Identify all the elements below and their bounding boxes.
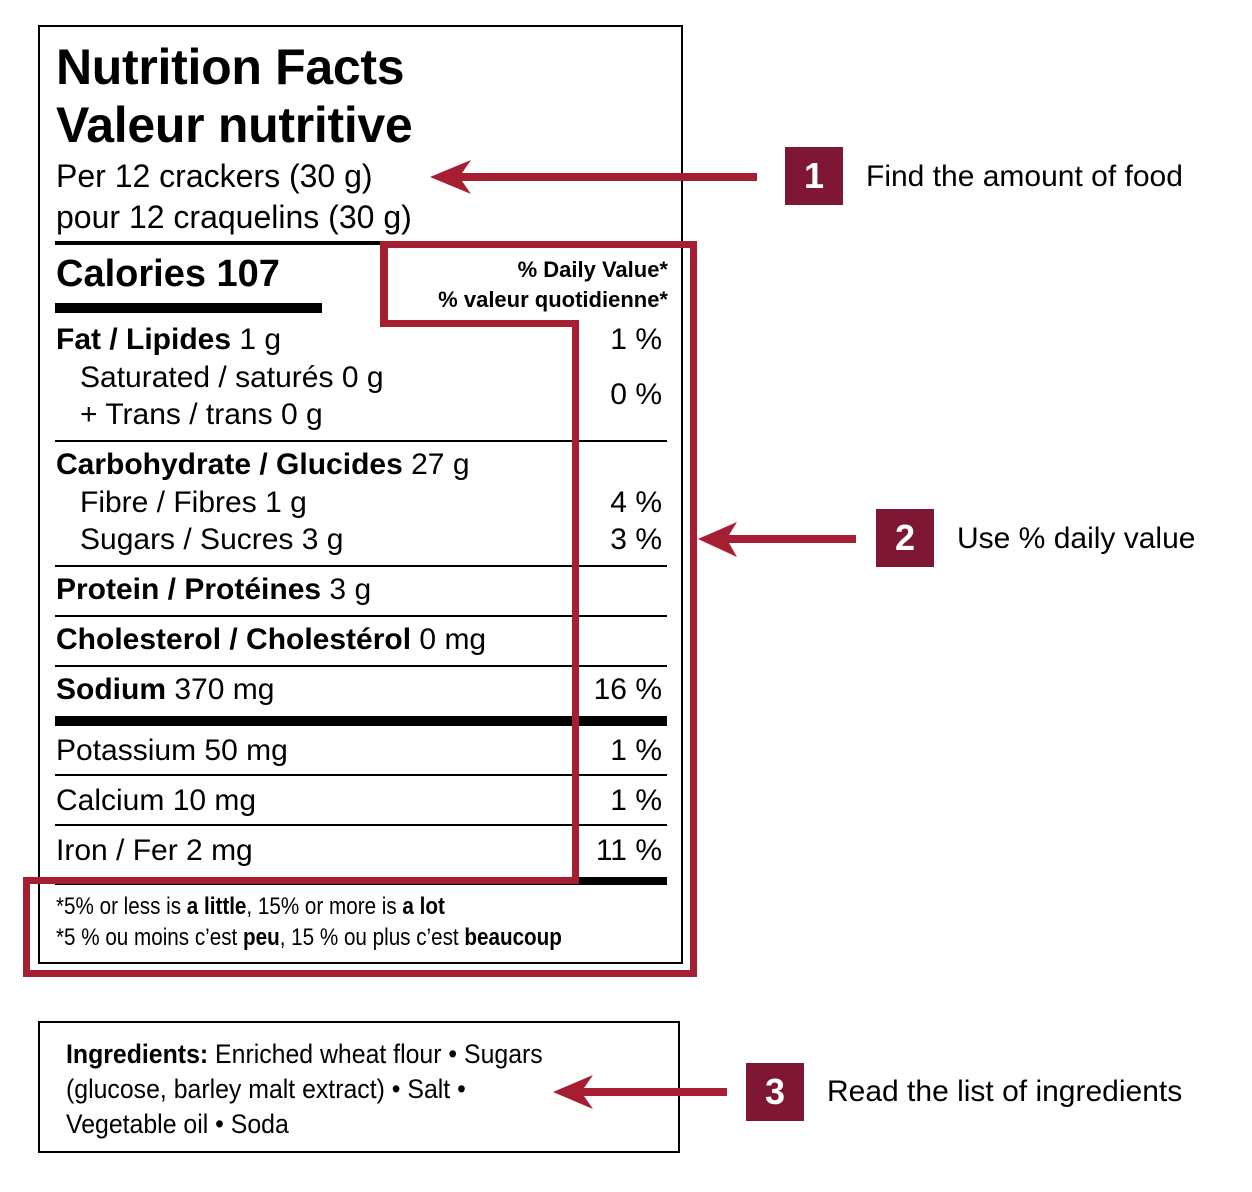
highlight-bottom-edge — [23, 970, 697, 977]
step-badge-2: 2 — [876, 509, 934, 567]
dv-iron: 11 % — [595, 834, 662, 867]
arrow-left-icon — [430, 160, 757, 194]
highlight-left-upper-edge — [380, 241, 388, 327]
calories-rule — [55, 303, 322, 313]
serving-rule — [55, 241, 385, 245]
dv-calcium: 1 % — [610, 784, 662, 817]
nutrient-sugars: Sugars / Sucres 3 g — [80, 523, 344, 556]
nutrient-carbohydrate: Carbohydrate / Glucides 27 g — [56, 448, 470, 481]
ingredients-line-3: Vegetable oil • Soda — [66, 1109, 289, 1139]
step-badge-3: 3 — [746, 1063, 804, 1121]
highlight-step-edge — [380, 320, 579, 327]
thick-divider — [55, 716, 667, 726]
highlight-footnote-top-edge — [23, 877, 579, 884]
calories-value: 107 — [216, 253, 280, 295]
divider — [55, 774, 667, 776]
dv-sodium: 16 % — [593, 673, 662, 706]
nutrient-calcium: Calcium 10 mg — [56, 784, 257, 817]
footnote-french: *5 % ou moins c’est peu, 15 % ou plus c’… — [56, 924, 562, 951]
nutrient-cholesterol: Cholesterol / Cholestérol 0 mg — [56, 623, 487, 656]
highlight-inner-vertical-edge — [572, 320, 579, 884]
dv-sugars: 3 % — [610, 523, 662, 556]
callout-text-3: Read the list of ingredients — [827, 1075, 1183, 1108]
divider — [55, 665, 667, 667]
nutrient-trans: + Trans / trans 0 g — [80, 398, 323, 431]
divider — [55, 440, 667, 442]
callout-text-2: Use % daily value — [957, 522, 1196, 555]
highlight-left-lower-edge — [23, 877, 30, 977]
ingredients-heading: Ingredients: — [66, 1039, 209, 1069]
nutrient-fat: Fat / Lipides 1 g — [56, 323, 282, 356]
dv-saturated-trans: 0 % — [610, 378, 662, 411]
calories: Calories 107 — [56, 255, 280, 293]
title-french: Valeur nutritive — [56, 97, 413, 153]
calories-label: Calories — [56, 253, 206, 295]
nutrient-protein: Protein / Protéines 3 g — [56, 573, 372, 606]
nutrition-facts-panel — [38, 25, 683, 964]
dv-potassium: 1 % — [610, 734, 662, 767]
dv-fat: 1 % — [610, 323, 662, 356]
dv-fibre: 4 % — [610, 486, 662, 519]
ingredients-panel — [38, 1021, 680, 1153]
divider — [55, 565, 667, 567]
arrow-left-icon — [698, 522, 856, 557]
highlight-top-edge — [380, 241, 697, 248]
divider — [55, 615, 667, 617]
ingredients-line-1: Ingredients: Enriched wheat flour • Suga… — [66, 1039, 543, 1069]
footnote-english: *5% or less is a little, 15% or more is … — [56, 893, 445, 920]
nutrient-saturated: Saturated / saturés 0 g — [80, 361, 384, 394]
callout-text-1: Find the amount of food — [866, 160, 1183, 193]
title-english: Nutrition Facts — [56, 39, 405, 95]
nutrient-fibre: Fibre / Fibres 1 g — [80, 486, 307, 519]
ingredients-line-2: (glucose, barley malt extract) • Salt • — [66, 1074, 466, 1104]
nutrient-sodium: Sodium 370 mg — [56, 673, 275, 706]
highlight-right-edge — [690, 241, 697, 977]
step-badge-1: 1 — [785, 147, 843, 205]
daily-value-header-english: % Daily Value* — [517, 257, 668, 282]
daily-value-header-french: % valeur quotidienne* — [438, 287, 668, 312]
serving-size-english: Per 12 crackers (30 g) — [56, 158, 373, 194]
divider — [55, 824, 667, 826]
nutrient-potassium: Potassium 50 mg — [56, 734, 288, 767]
nutrient-iron: Iron / Fer 2 mg — [56, 834, 253, 867]
arrow-left-icon — [553, 1075, 727, 1109]
serving-size-french: pour 12 craquelins (30 g) — [56, 199, 412, 235]
